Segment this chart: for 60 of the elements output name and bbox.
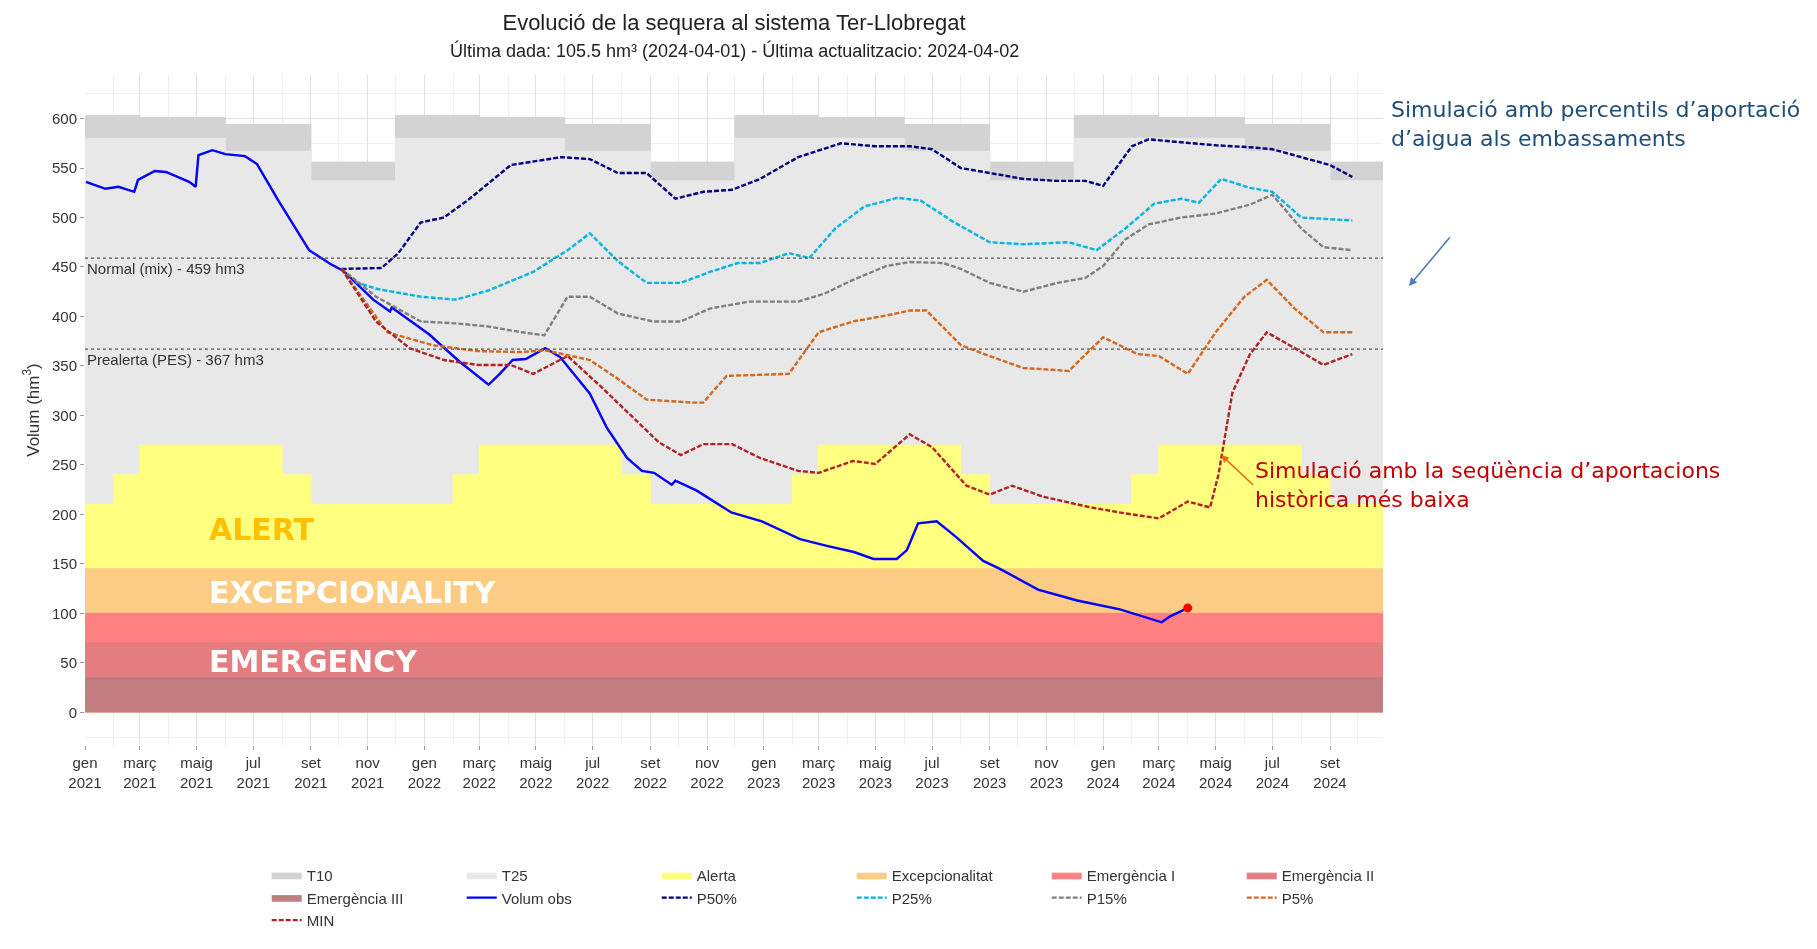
x-tick-label: maig 2021 — [179, 754, 214, 791]
y-tick-label: 450 — [51, 258, 77, 276]
legend-label: T25 — [501, 867, 528, 884]
y-tick-label: 250 — [51, 456, 77, 474]
legend-label: Volum obs — [501, 889, 572, 907]
y-tick-label: 50 — [60, 654, 77, 672]
y-tick-label: 550 — [51, 159, 77, 177]
legend-label: MIN — [306, 912, 335, 929]
x-tick-label: maig 2024 — [1198, 754, 1233, 791]
x-tick-label: nov 2021 — [350, 754, 385, 791]
legend-label: Emergència I — [1086, 867, 1176, 884]
x-tick-label: jul 2021 — [236, 754, 270, 791]
legend-label: P15% — [1086, 889, 1127, 907]
x-tick-label: gen 2022 — [407, 754, 442, 791]
x-tick-label: març 2022 — [462, 754, 497, 791]
y-tick-label: 0 — [68, 703, 77, 721]
x-tick-label: gen 2023 — [747, 754, 781, 791]
y-tick-label: 600 — [51, 109, 77, 127]
y-tick-label: 200 — [51, 505, 77, 523]
x-tick-label: jul 2024 — [1255, 754, 1290, 791]
x-tick-label: gen 2024 — [1086, 754, 1120, 791]
text: Simulació amb percentils d’aportació d’aigua als embassaments — [1391, 97, 1801, 151]
x-tick-label: maig 2023 — [858, 754, 893, 791]
ref-line-label: Prealerta (PES) - 367 hm3 — [87, 351, 264, 368]
annotation: ALERT — [209, 512, 315, 547]
x-tick-label: set 2024 — [1313, 754, 1347, 791]
y-tick-label: 350 — [51, 357, 77, 375]
y-tick-label: 300 — [51, 406, 77, 424]
x-tick-label: set 2022 — [633, 754, 668, 791]
legend-label: P25% — [891, 889, 932, 907]
annotation: Simulació amb la seqüència d’aportacions històrica més baixa — [1255, 458, 1721, 512]
y-tick-label: 150 — [51, 555, 77, 573]
x-tick-label: maig 2022 — [519, 754, 553, 791]
x-tick-label: jul 2022 — [575, 754, 610, 791]
y-tick-label: 400 — [51, 307, 77, 325]
legend-label: T10 — [306, 867, 333, 884]
y-tick-label: 500 — [51, 208, 77, 226]
legend-label: P5% — [1281, 889, 1314, 907]
x-tick-label: set 2021 — [294, 754, 328, 791]
line-series — [354, 177, 1354, 301]
legend-label: P50% — [696, 889, 737, 907]
x-tick-label: març 2024 — [1142, 754, 1177, 791]
chart-title: Evolució de la sequera al sistema Ter-Llobregat — [502, 9, 966, 35]
x-tick-label: gen 2021 — [68, 754, 102, 791]
legend-label: Emergència III — [306, 889, 404, 907]
legend-label: Excepcionalitat — [891, 867, 994, 884]
x-tick-label: nov 2022 — [690, 754, 724, 791]
annotation: EMERGENCY — [209, 644, 419, 679]
x-tick-label: març 2023 — [801, 754, 836, 791]
y-tick-label: 100 — [51, 604, 77, 622]
chart-subtitle: Última dada: 105.5 hm³ (2024-04-01) - Última actualitzacio: 2024-04-02 — [450, 40, 1020, 61]
x-tick-label: març 2021 — [123, 754, 158, 791]
x-tick-label: jul 2023 — [915, 754, 949, 791]
legend-label: Alerta — [696, 867, 737, 884]
line-series — [340, 138, 1354, 271]
legend-label: Emergència II — [1281, 867, 1375, 884]
x-tick-label: set 2023 — [973, 754, 1007, 791]
ref-line-label: Normal (mix) - 459 hm3 — [87, 260, 245, 277]
x-tick-label: nov 2023 — [1029, 754, 1064, 791]
annotation: EXCEPCIONALITY — [209, 575, 497, 610]
